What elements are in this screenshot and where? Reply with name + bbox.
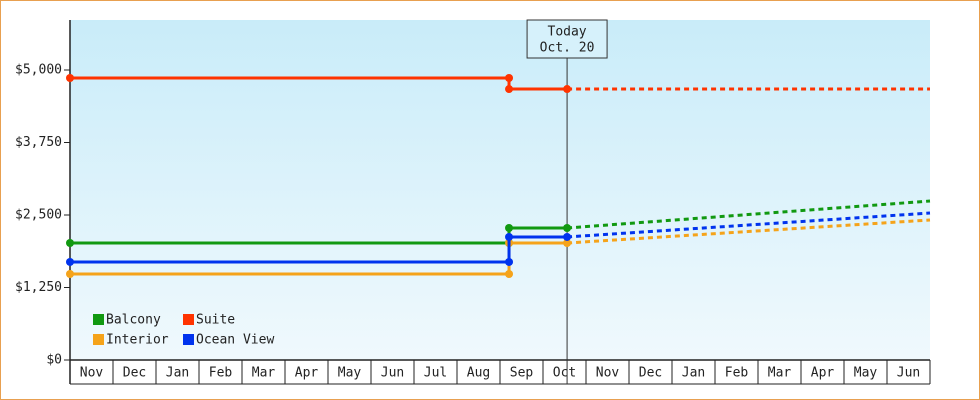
x-tick-label: Jun [381, 366, 404, 381]
x-tick-label: Nov [596, 366, 620, 381]
point [563, 232, 572, 241]
point [505, 85, 514, 94]
legend-label: Balcony [106, 313, 161, 328]
x-tick-label: Mar [768, 366, 792, 381]
point [563, 223, 572, 232]
series-line [70, 235, 568, 264]
legend-swatch [93, 314, 104, 325]
x-tick-label: Oct [553, 366, 576, 381]
today-label: Today [548, 25, 587, 40]
point [505, 232, 514, 241]
plot-layer: $0 $1,250 $2,500 $3,750 $5,000 Nov Dec Jan Feb Ma… [15, 19, 931, 385]
x-tick-label: Jul [424, 366, 447, 381]
forecast-line [566, 211, 931, 239]
x-tick-label: Dec [639, 366, 662, 381]
legend-swatch [183, 314, 194, 325]
legend-label: Interior [106, 333, 169, 348]
point [505, 74, 514, 83]
x-tick-label: Feb [209, 366, 233, 381]
forecast-line [566, 199, 931, 230]
y-tick-label: $3,750 [15, 135, 62, 150]
today-box [526, 19, 608, 59]
today-label: Oct. 20 [540, 41, 595, 56]
x-tick-label: May [338, 366, 362, 381]
point [66, 74, 74, 83]
forecast-line [566, 218, 931, 245]
x-tick-label: Jan [682, 366, 705, 381]
point [505, 223, 514, 232]
point [505, 257, 514, 266]
series-line [70, 76, 568, 91]
x-tick-label: Apr [295, 366, 319, 381]
x-tick-label: Jun [897, 366, 920, 381]
x-tick-label: Nov [80, 366, 104, 381]
x-tick-label: May [854, 366, 878, 381]
point [66, 239, 74, 248]
point [505, 269, 514, 278]
point [563, 239, 572, 248]
x-tick-label: Dec [123, 366, 146, 381]
point [563, 85, 572, 94]
y-tick-label: $0 [46, 353, 62, 368]
y-tick-label: $2,500 [15, 207, 62, 222]
x-tick-label: Jan [166, 366, 189, 381]
x-tick-label: Feb [725, 366, 749, 381]
y-tick-label: $1,250 [15, 280, 62, 295]
point [66, 269, 74, 278]
point [66, 257, 74, 266]
x-tick-label: Apr [811, 366, 835, 381]
x-tick-label: Aug [467, 366, 490, 381]
y-tick-label: $5,000 [15, 62, 62, 77]
x-tick-label: Mar [252, 366, 276, 381]
plot-area [70, 20, 930, 360]
legend-swatch [93, 334, 104, 345]
legend-label: Suite [196, 313, 235, 328]
legend-swatch [183, 334, 194, 345]
x-tick-label: Sep [510, 366, 534, 381]
legend-label: Ocean View [196, 333, 274, 348]
